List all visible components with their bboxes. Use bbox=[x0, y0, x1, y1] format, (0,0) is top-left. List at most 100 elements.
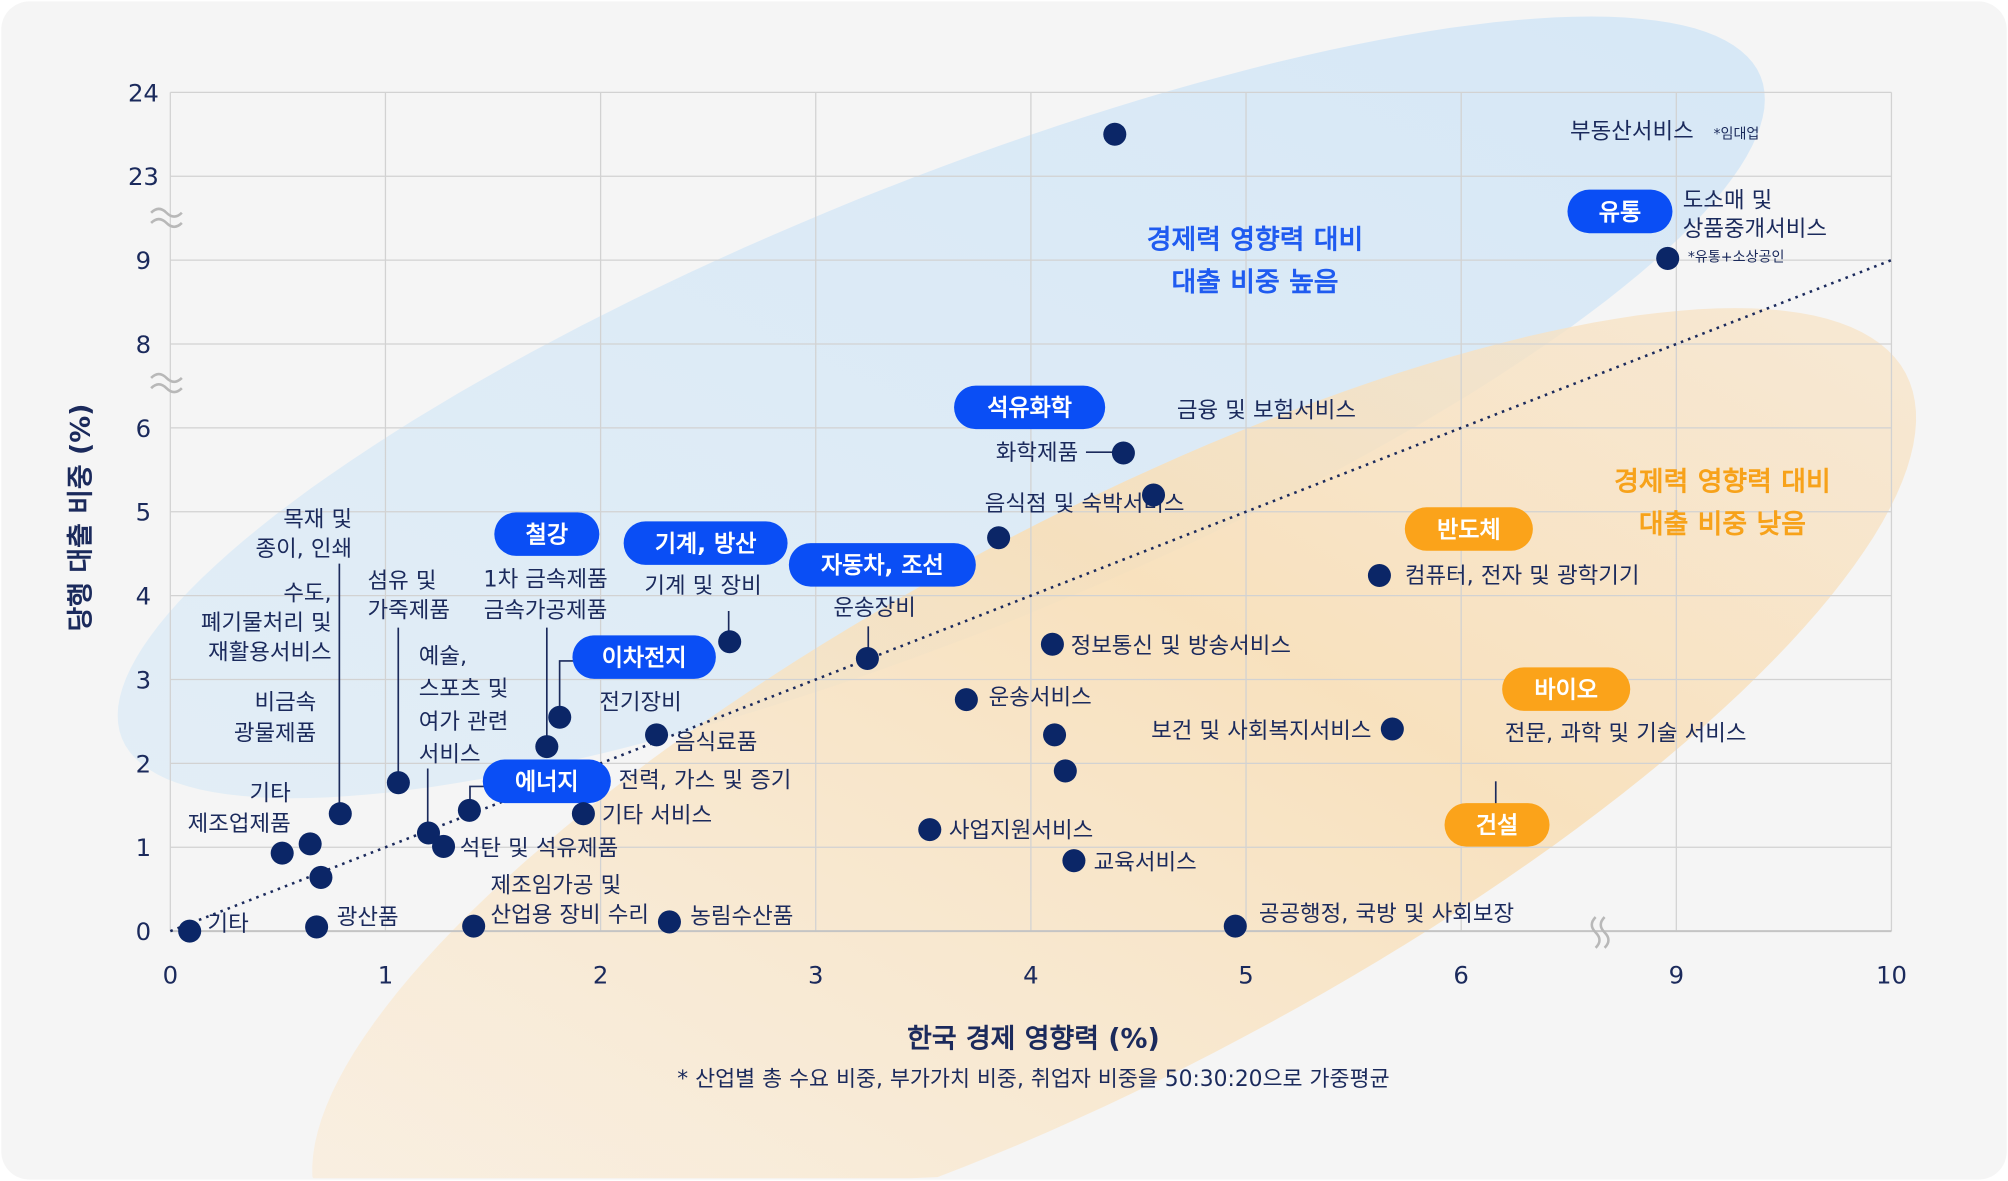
y-tick-label: 23 bbox=[128, 162, 159, 191]
data-point-group: 보건 및 사회복지서비스 bbox=[1151, 717, 1404, 744]
industry-badge bbox=[1444, 803, 1550, 847]
data-point bbox=[328, 802, 352, 826]
data-point-label: 광물제품 bbox=[234, 720, 316, 746]
data-point bbox=[855, 647, 879, 671]
data-point bbox=[309, 865, 333, 889]
data-point-label: 금속가공제품 bbox=[484, 597, 608, 623]
industry-badge-label: 기계, 방산 bbox=[655, 531, 757, 557]
industry-badge-label: 석유화학 bbox=[987, 396, 1072, 422]
x-tick-label: 10 bbox=[1876, 961, 1907, 990]
data-point-group: 부동산서비스 *임대업 bbox=[1103, 118, 1759, 146]
industry-badge bbox=[788, 543, 976, 587]
y-tick-label: 8 bbox=[136, 330, 151, 359]
data-point-label: 종이, 인쇄 bbox=[255, 536, 352, 562]
industry-badge-label: 건설 bbox=[1476, 813, 1518, 839]
industry-badge-label: 에너지 bbox=[515, 770, 579, 796]
data-point-label: 폐기물처리 및 bbox=[201, 610, 332, 636]
data-point-label: 보건 및 사회복지서비스 bbox=[1151, 718, 1371, 744]
leader-line bbox=[558, 660, 577, 709]
y-axis-break-icon bbox=[150, 372, 183, 394]
data-point-label: 기계 및 장비 bbox=[644, 573, 761, 599]
data-point-label: 섬유 및 bbox=[368, 568, 437, 594]
industry-badge bbox=[1502, 667, 1631, 711]
data-point-label: 운송서비스 bbox=[989, 684, 1092, 710]
industry-badge-label: 바이오 bbox=[1534, 677, 1598, 703]
industry-badge bbox=[1404, 507, 1533, 551]
footnote: * 산업별 총 수요 비중, 부가가치 비중, 취업자 비중을 50:30:20… bbox=[677, 1067, 1389, 1092]
data-point-label: 금융 및 보험서비스 bbox=[1177, 398, 1356, 424]
data-point-group: 컴퓨터, 전자 및 광학기기 반도체 bbox=[1367, 507, 1639, 589]
data-point-label: 여가 관련 bbox=[419, 709, 509, 735]
x-tick-label: 6 bbox=[1453, 961, 1468, 990]
data-point-group: 기타 서비스 bbox=[571, 802, 712, 828]
data-point-group: 운송장비 자동차, 조선 bbox=[788, 543, 976, 671]
high-loan-region-label: 대출 비중 높음 bbox=[1171, 267, 1338, 298]
data-point-label: 제조임가공 및 bbox=[490, 873, 621, 899]
data-point-label: 도소매 및 bbox=[1683, 188, 1773, 214]
y-axis-break-icon bbox=[150, 207, 183, 229]
data-point-group: 전문, 과학 및 기술 서비스 바이오 bbox=[1043, 667, 1746, 747]
leader-line bbox=[469, 785, 487, 802]
x-tick-label: 0 bbox=[163, 961, 178, 990]
industry-badge bbox=[954, 385, 1106, 430]
data-point bbox=[270, 841, 294, 865]
data-point-group: 광산품 bbox=[305, 905, 399, 939]
data-point-label: 부동산서비스 bbox=[1570, 118, 1694, 144]
x-axis-title: 한국 경제 영향력 (%) bbox=[907, 1024, 1160, 1055]
data-point bbox=[918, 818, 942, 842]
data-point-group: 음식료품 bbox=[645, 723, 757, 755]
data-point bbox=[1367, 563, 1391, 588]
data-point-group: 정보통신 및 방송서비스 bbox=[1040, 632, 1291, 659]
x-tick-label: 4 bbox=[1023, 961, 1038, 990]
industry-badge bbox=[623, 521, 788, 565]
high-loan-region bbox=[117, 16, 1765, 799]
data-point bbox=[298, 832, 322, 856]
data-point bbox=[645, 723, 669, 747]
data-point bbox=[457, 798, 481, 822]
data-point-label: 재활용서비스 bbox=[208, 640, 332, 666]
data-point bbox=[178, 919, 202, 943]
data-point-group: 전력, 가스 및 증기 에너지 bbox=[457, 759, 791, 822]
data-point-label: 제조업제품 bbox=[188, 811, 291, 837]
data-point bbox=[1223, 914, 1247, 938]
industry-badge-label: 반도체 bbox=[1437, 517, 1501, 543]
data-point-group: 목재 및종이, 인쇄 bbox=[255, 506, 352, 826]
data-point-label: 가죽제품 bbox=[368, 597, 450, 623]
data-point-label: 농림수산품 bbox=[690, 903, 793, 929]
high-loan-region-label: 경제력 영향력 대비 bbox=[1147, 225, 1364, 256]
data-point-group: 금융 및 보험서비스 bbox=[1141, 398, 1356, 507]
y-tick-label: 0 bbox=[136, 917, 151, 946]
data-point-group: 전기장비 이차전지 bbox=[548, 635, 716, 729]
x-tick-label: 9 bbox=[1669, 961, 1684, 990]
data-point-label: 기타 bbox=[207, 911, 248, 937]
data-point bbox=[1380, 717, 1404, 741]
data-point bbox=[987, 526, 1011, 550]
data-point bbox=[305, 915, 329, 939]
data-point-label: 1차 금속제품 bbox=[483, 567, 607, 593]
low-loan-region-label: 대출 비중 낮음 bbox=[1639, 509, 1806, 540]
data-point-label: 정보통신 및 방송서비스 bbox=[1071, 633, 1291, 659]
x-tick-label: 2 bbox=[593, 961, 608, 990]
data-point bbox=[718, 630, 742, 654]
data-point-label: 화학제품 bbox=[996, 440, 1078, 466]
data-point-note: *유통+소상공인 bbox=[1688, 249, 1785, 265]
data-point-group: 화학제품 석유화학 bbox=[954, 385, 1135, 466]
industry-badge-label: 자동차, 조선 bbox=[821, 553, 944, 579]
y-tick-label: 1 bbox=[136, 833, 151, 862]
y-tick-label: 3 bbox=[136, 665, 151, 694]
data-point bbox=[954, 688, 978, 712]
data-point-label: 산업용 장비 수리 bbox=[490, 902, 649, 928]
industry-badge bbox=[572, 635, 716, 679]
y-tick-label: 5 bbox=[136, 498, 151, 527]
data-point bbox=[1053, 759, 1077, 783]
x-axis-break-icon bbox=[1590, 916, 1610, 949]
